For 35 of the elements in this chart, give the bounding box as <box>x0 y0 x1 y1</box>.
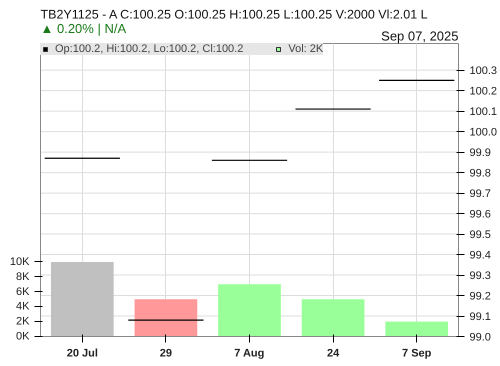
y2-tick-label: 99.8 <box>470 168 491 180</box>
bar <box>50 262 114 336</box>
y2-tick-label: 99.7 <box>470 188 491 200</box>
y2-tick-label: 100.2 <box>470 86 498 98</box>
y-tick-label: 6K <box>16 286 30 298</box>
y2-tick-label: 99.9 <box>470 147 491 160</box>
y-tick-label: 8K <box>16 270 30 283</box>
legend-label: Vol: 2K <box>288 43 324 55</box>
y2-tick-label: 99.2 <box>470 290 491 303</box>
x-tick-label: 7 Aug <box>234 348 264 360</box>
y-tick-label: 0K <box>16 330 30 342</box>
y2-tick-label: 99.5 <box>470 229 491 242</box>
chart-title: TB2Y1125 - A C:100.25 O:100.25 H:100.25 L:100.25 V:2000 Vl:2.01 L <box>40 8 428 22</box>
y2-tick-label: 99.1 <box>470 311 491 324</box>
y2-tick-label: 99.6 <box>470 208 491 221</box>
y2-tick-label: 99.0 <box>470 332 491 344</box>
y-tick-label: 2K <box>16 316 30 328</box>
x-tick-label: 20 Jul <box>66 348 98 360</box>
bar <box>302 299 364 336</box>
y2-tick-label: 100.1 <box>470 106 498 118</box>
y2-tick-label: 100.3 <box>470 65 498 78</box>
bar <box>385 322 448 336</box>
chart-subtitle: ▲ 0.20% | N/A <box>40 21 126 36</box>
y2-tick-label: 99.4 <box>470 250 491 262</box>
bar <box>134 299 198 336</box>
y-tick-label: 4K <box>16 300 30 313</box>
y-tick-label: 10K <box>10 256 30 268</box>
bar <box>218 284 281 336</box>
y2-tick-label: 99.3 <box>470 270 491 282</box>
x-tick-label: 7 Sep <box>402 348 432 360</box>
x-tick-label: 24 <box>326 348 340 360</box>
annotation: Sep 07, 2025 <box>381 28 459 44</box>
y2-tick-label: 100.0 <box>470 126 498 139</box>
x-tick-label: 29 <box>160 348 172 360</box>
legend-label: Op:100.2, Hi:100.2, Lo:100.2, Cl:100.2 <box>55 43 244 55</box>
